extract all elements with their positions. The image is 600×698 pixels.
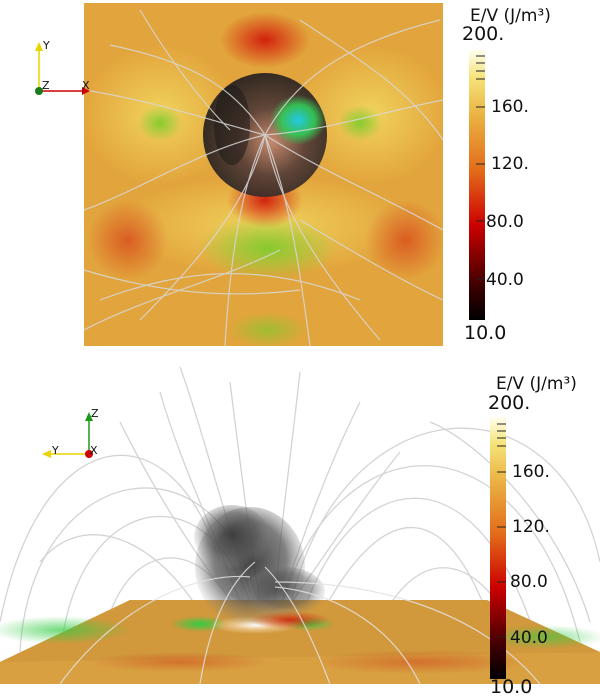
colorbar-tick-label: 80.0	[486, 212, 524, 232]
axis-label-y: Y	[43, 39, 50, 52]
orientation-triad-side	[42, 412, 93, 458]
colorbar-tick-label: 160.	[512, 462, 550, 482]
axis-label-z: Z	[91, 407, 99, 420]
colorbar-tick-label: 40.0	[486, 270, 524, 290]
energy-density-patches	[84, 12, 443, 346]
colorbar-tick-marks	[497, 423, 506, 638]
colorbar-title: E/V (J/m³)	[496, 374, 577, 394]
colorbar-tick-label: 200.	[462, 23, 505, 45]
axis-label-x: X	[82, 79, 90, 92]
top-view-render	[35, 3, 485, 347]
magnetic-field-lines	[83, 9, 444, 347]
side-view-render	[0, 366, 600, 685]
colorbar-tick-label: 120.	[512, 517, 550, 537]
colorbar-scale	[490, 417, 506, 679]
top-view-panel: E/V (J/m³) 200. 160. 120. 80.0 40.0 10.0…	[35, 3, 551, 347]
colorbar-scale	[469, 50, 485, 320]
colorbar-tick-label: 40.0	[510, 628, 548, 648]
colorbar-tick-marks	[476, 55, 485, 280]
colorbar-tick-label: 80.0	[510, 572, 548, 592]
colorbar-tick-label: 120.	[491, 154, 529, 174]
colorbar-title: E/V (J/m³)	[470, 6, 551, 26]
colorbar-tick-label: 10.0	[490, 676, 533, 698]
colorbar-tick-label: 200.	[488, 392, 531, 414]
foreground-field-lines	[59, 561, 541, 685]
axis-label-z: Z	[42, 79, 50, 92]
axis-label-y: Y	[52, 444, 59, 457]
colorbar-tick-label: 160.	[491, 97, 529, 117]
orientation-triad-top	[35, 42, 90, 95]
colorbar-tick-label: 10.0	[464, 322, 507, 344]
side-view-panel: E/V (J/m³) 200. 160. 120. 80.0 40.0 10.0…	[0, 362, 600, 698]
axis-label-x: X	[90, 444, 98, 457]
